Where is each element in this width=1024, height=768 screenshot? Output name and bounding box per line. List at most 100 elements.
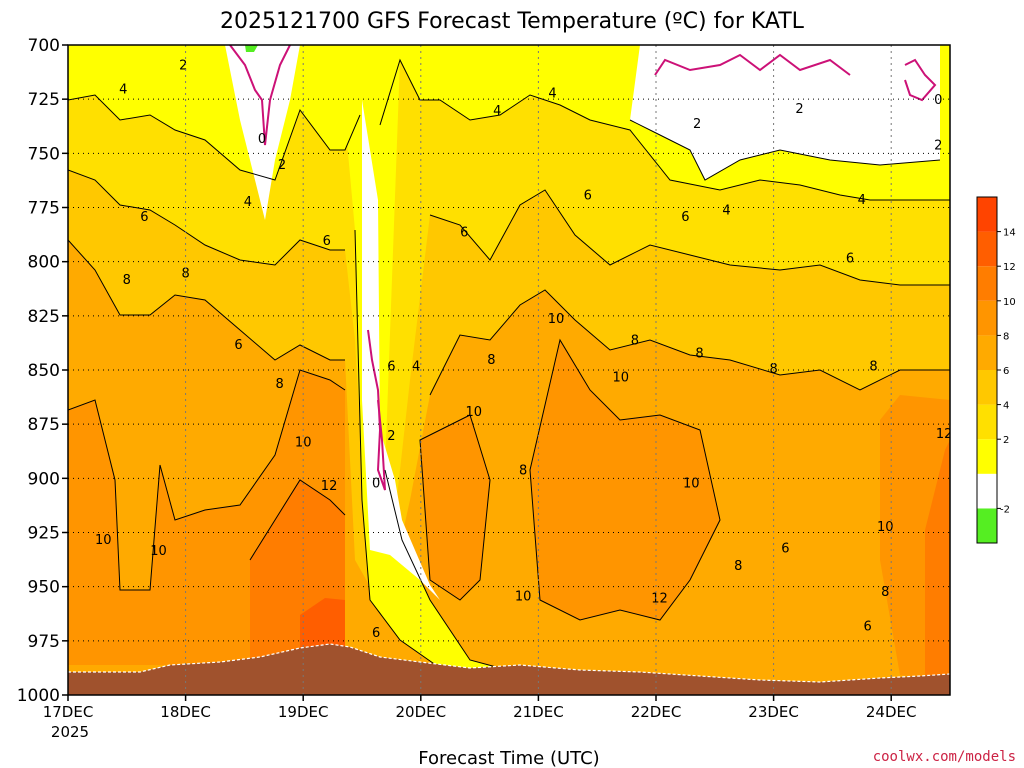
freezing-contour-d <box>904 58 937 102</box>
contour-label: 4 <box>722 204 730 219</box>
colorbar-swatch <box>977 335 997 370</box>
isotherm-4-b <box>379 58 950 201</box>
y-tick-label: 700 <box>28 36 60 56</box>
temperature-band-14-16 <box>300 598 345 660</box>
contour-label: 10 <box>95 533 112 548</box>
y-tick-label: 875 <box>28 415 60 435</box>
contour-label: 2 <box>693 117 701 132</box>
contour-label: 0 <box>934 93 942 108</box>
colorbar-tick-label: 6 <box>1003 366 1009 377</box>
contour-label: 6 <box>846 251 854 266</box>
contour-label: 8 <box>869 360 877 375</box>
contour-label: 4 <box>548 87 556 102</box>
contour-label: 12 <box>651 592 668 607</box>
contour-label: 8 <box>631 334 639 349</box>
below-freezing-band <box>245 45 258 52</box>
x-tick-label: 23DEC <box>748 703 799 721</box>
isotherm-8-b <box>429 289 950 396</box>
isotherm-10 <box>68 369 346 591</box>
contour-label: 4 <box>858 193 866 208</box>
contour-label: 6 <box>387 360 395 375</box>
isotherm-12 <box>249 479 346 561</box>
contour-label: 10 <box>683 477 700 492</box>
y-tick-label: 775 <box>28 199 60 219</box>
contour-label: 6 <box>372 626 380 641</box>
contour-label: 12 <box>321 479 338 494</box>
colorbar-tick-label: 12 <box>1003 262 1016 273</box>
contour-label: 2 <box>934 139 942 154</box>
isotherm-4 <box>68 94 361 181</box>
x-tick-label: 18DEC <box>160 703 211 721</box>
contour-label: 6 <box>234 338 242 353</box>
contour-label: 2 <box>278 158 286 173</box>
y-axis: 700 725 750 775 800 825 850 875 900 925 950 975 1000 <box>17 36 68 706</box>
contour-label: 10 <box>877 520 894 535</box>
temperature-band-10-12-east-b <box>530 340 720 620</box>
contour-label: 8 <box>734 559 742 574</box>
x-axis: 17DEC 18DEC 19DEC 20DEC 21DEC 22DEC 23DEC 24DEC <box>43 695 916 721</box>
colorbar: -2 2 4 6 8 10 12 14 <box>976 196 1016 544</box>
temperature-band-10-12-east-a <box>420 415 490 600</box>
isotherm-6-b <box>429 189 950 286</box>
colorbar-tick-label: 14 <box>1003 228 1016 239</box>
y-tick-label: 825 <box>28 307 60 327</box>
y-tick-label: 975 <box>28 632 60 652</box>
x-tick-year: 2025 <box>51 723 89 741</box>
y-tick-label: 850 <box>28 361 60 381</box>
gridlines <box>68 45 950 695</box>
contour-label: 8 <box>881 585 889 600</box>
x-tick-label: 22DEC <box>631 703 682 721</box>
contour-label: 10 <box>612 371 629 386</box>
contour-label: 6 <box>681 210 689 225</box>
colorbar-swatch <box>977 370 997 405</box>
colorbar-tick-label: 4 <box>1003 401 1009 412</box>
terrain-surface <box>68 644 950 695</box>
colorbar-swatch <box>977 508 997 543</box>
isotherm-6 <box>68 169 345 266</box>
contour-label: 6 <box>864 620 872 635</box>
contour-label: 6 <box>140 210 148 225</box>
colorbar-tick-label: 10 <box>1003 297 1016 308</box>
isotherm-lines <box>68 58 950 669</box>
colorbar-swatch <box>977 473 997 509</box>
y-tick-label: 800 <box>28 253 60 273</box>
colorbar-swatch <box>977 300 997 336</box>
contour-label: 10 <box>465 405 482 420</box>
isotherm-10-east-b <box>419 414 491 601</box>
x-tick-label: 17DEC <box>43 703 94 721</box>
contour-label: 10 <box>515 589 532 604</box>
contour-label: 2 <box>387 429 395 444</box>
isotherm-2-north <box>629 119 941 181</box>
contour-label: 10 <box>548 312 565 327</box>
contour-label: 2 <box>795 102 803 117</box>
x-tick-label: 20DEC <box>396 703 447 721</box>
contour-label: 0 <box>258 132 266 147</box>
freezing-contour-c <box>654 53 851 76</box>
near-freezing-band-0-2-b <box>362 100 440 600</box>
colorbar-tick-label: 8 <box>1003 331 1009 342</box>
contour-label: 2 <box>179 59 187 74</box>
contour-label: 10 <box>150 544 167 559</box>
freezing-contour-b <box>367 329 386 491</box>
near-freezing-band-0-2-c <box>630 45 940 180</box>
isotherm-2-4-edge <box>384 469 501 669</box>
contour-label: 6 <box>584 189 592 204</box>
chart-title: 2025121700 GFS Forecast Temperature (ºC)… <box>220 9 805 34</box>
isotherm-0-2-edge <box>354 229 441 669</box>
y-tick-label: 950 <box>28 578 60 598</box>
y-tick-label: 925 <box>28 524 60 544</box>
near-freezing-band-0-2 <box>225 45 300 220</box>
colorbar-tick-label: -2 <box>1000 504 1010 515</box>
colorbar-swatch <box>977 404 997 440</box>
contour-label: 8 <box>276 377 284 392</box>
y-tick-label: 1000 <box>17 686 60 706</box>
x-tick-label: 21DEC <box>513 703 564 721</box>
contour-label: 6 <box>460 225 468 240</box>
isotherm-10-east <box>529 338 721 621</box>
y-tick-label: 900 <box>28 469 60 489</box>
credit-text: coolwx.com/models <box>873 749 1016 765</box>
contour-label: 4 <box>493 104 501 119</box>
contour-label: 4 <box>119 82 127 97</box>
contour-label: 6 <box>781 542 789 557</box>
